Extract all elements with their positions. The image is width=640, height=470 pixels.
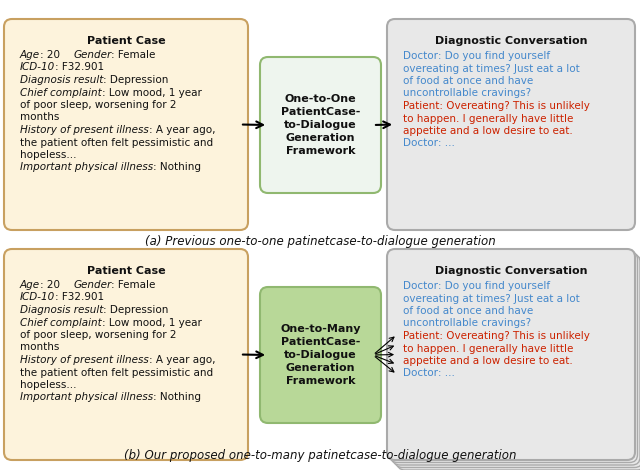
Text: hopeless...: hopeless...: [20, 150, 77, 160]
Text: Doctor: Do you find yourself: Doctor: Do you find yourself: [403, 281, 550, 291]
Text: months: months: [20, 343, 60, 352]
FancyBboxPatch shape: [390, 251, 637, 462]
FancyBboxPatch shape: [392, 254, 640, 465]
Text: : Nothing: : Nothing: [153, 392, 201, 402]
Text: Doctor: Do you find yourself: Doctor: Do you find yourself: [403, 51, 550, 61]
Text: History of present illness: History of present illness: [20, 125, 148, 135]
Text: to happen. I generally have little: to happen. I generally have little: [403, 113, 573, 124]
FancyBboxPatch shape: [387, 19, 635, 230]
Text: Doctor: ...: Doctor: ...: [403, 139, 455, 149]
FancyBboxPatch shape: [4, 19, 248, 230]
Text: Patient: Overeating? This is unlikely: Patient: Overeating? This is unlikely: [403, 101, 590, 111]
Text: : Low mood, 1 year: : Low mood, 1 year: [102, 87, 202, 97]
Text: : F32.901: : F32.901: [55, 63, 104, 72]
Text: History of present illness: History of present illness: [20, 355, 148, 365]
Text: : Depression: : Depression: [104, 75, 169, 85]
FancyBboxPatch shape: [394, 257, 640, 468]
Text: Age: Age: [20, 280, 40, 290]
Text: (a) Previous one-to-one patinetcase-to-dialogue generation: (a) Previous one-to-one patinetcase-to-d…: [145, 235, 495, 248]
Text: : Low mood, 1 year: : Low mood, 1 year: [102, 318, 202, 328]
Text: : 20: : 20: [40, 280, 73, 290]
FancyBboxPatch shape: [387, 249, 635, 460]
Text: Chief complaint: Chief complaint: [20, 87, 102, 97]
Text: Important physical illness: Important physical illness: [20, 392, 153, 402]
Text: : 20: : 20: [40, 50, 73, 60]
Text: Diagnosis result: Diagnosis result: [20, 75, 104, 85]
Text: to happen. I generally have little: to happen. I generally have little: [403, 344, 573, 353]
Text: appetite and a low desire to eat.: appetite and a low desire to eat.: [403, 356, 573, 366]
Text: One-to-Many
PatientCase-
to-Dialogue
Generation
Framework: One-to-Many PatientCase- to-Dialogue Gen…: [280, 324, 361, 386]
FancyBboxPatch shape: [397, 259, 640, 470]
Text: the patient often felt pessimistic and: the patient often felt pessimistic and: [20, 138, 213, 148]
Text: of poor sleep, worsening for 2: of poor sleep, worsening for 2: [20, 100, 177, 110]
Text: Age: Age: [20, 50, 40, 60]
Text: of poor sleep, worsening for 2: of poor sleep, worsening for 2: [20, 330, 177, 340]
Text: Important physical illness: Important physical illness: [20, 163, 153, 172]
Text: (b) Our proposed one-to-many patinetcase-to-dialogue generation: (b) Our proposed one-to-many patinetcase…: [124, 449, 516, 462]
Text: ICD-10: ICD-10: [20, 292, 55, 303]
Text: hopeless...: hopeless...: [20, 380, 77, 390]
Text: One-to-One
PatientCase-
to-Dialogue
Generation
Framework: One-to-One PatientCase- to-Dialogue Gene…: [281, 94, 360, 157]
Text: Patient Case: Patient Case: [86, 266, 165, 276]
Text: : F32.901: : F32.901: [55, 292, 104, 303]
FancyBboxPatch shape: [260, 57, 381, 193]
Text: Patient: Overeating? This is unlikely: Patient: Overeating? This is unlikely: [403, 331, 590, 341]
Text: : Female: : Female: [111, 280, 156, 290]
Text: the patient often felt pessimistic and: the patient often felt pessimistic and: [20, 368, 213, 377]
Text: uncontrollable cravings?: uncontrollable cravings?: [403, 319, 531, 329]
Text: : Nothing: : Nothing: [153, 163, 201, 172]
Text: appetite and a low desire to eat.: appetite and a low desire to eat.: [403, 126, 573, 136]
Text: uncontrollable cravings?: uncontrollable cravings?: [403, 88, 531, 99]
FancyBboxPatch shape: [4, 249, 248, 460]
Text: Diagnostic Conversation: Diagnostic Conversation: [435, 266, 588, 276]
Text: Patient Case: Patient Case: [86, 36, 165, 46]
Text: overeating at times? Just eat a lot: overeating at times? Just eat a lot: [403, 293, 580, 304]
Text: : A year ago,: : A year ago,: [148, 355, 215, 365]
Text: ICD-10: ICD-10: [20, 63, 55, 72]
Text: Doctor: ...: Doctor: ...: [403, 368, 455, 378]
Text: months: months: [20, 112, 60, 123]
Text: Chief complaint: Chief complaint: [20, 318, 102, 328]
Text: of food at once and have: of food at once and have: [403, 306, 533, 316]
Text: of food at once and have: of food at once and have: [403, 76, 533, 86]
Text: : Depression: : Depression: [104, 305, 169, 315]
Text: Diagnostic Conversation: Diagnostic Conversation: [435, 36, 588, 46]
Text: overeating at times? Just eat a lot: overeating at times? Just eat a lot: [403, 63, 580, 73]
FancyBboxPatch shape: [260, 287, 381, 423]
Text: Diagnosis result: Diagnosis result: [20, 305, 104, 315]
Text: : Female: : Female: [111, 50, 156, 60]
Text: Gender: Gender: [73, 280, 111, 290]
Text: Gender: Gender: [73, 50, 111, 60]
Text: : A year ago,: : A year ago,: [148, 125, 215, 135]
